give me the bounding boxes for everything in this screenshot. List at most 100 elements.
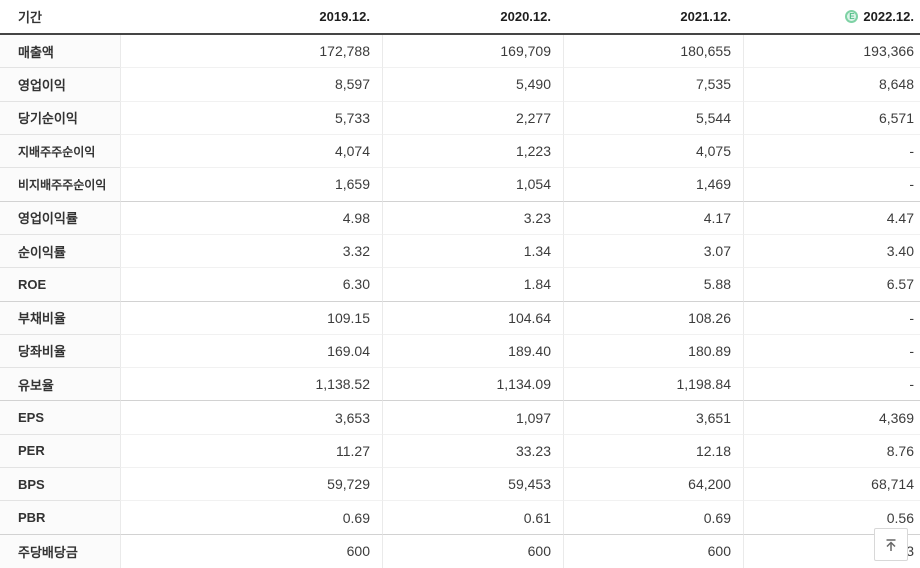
cell-value: - [743, 334, 920, 369]
table-header-row: 기간 2019.12. 2020.12. 2021.12. E 2022.12. [0, 0, 920, 35]
cell-value: 600 [382, 534, 563, 568]
cell-value: 600 [120, 534, 382, 568]
cell-value: 3,653 [120, 401, 382, 435]
cell-value: 59,453 [382, 468, 563, 502]
row-label: 순이익률 [0, 234, 120, 269]
row-label: EPS [0, 401, 120, 435]
col-header-2021: 2021.12. [563, 0, 743, 33]
row-label: 영업이익률 [0, 201, 120, 235]
row-label: 유보율 [0, 368, 120, 402]
cell-value: 109.15 [120, 301, 382, 335]
cell-value: 0.69 [120, 501, 382, 535]
cell-value: 5,733 [120, 101, 382, 135]
row-label: 당기순이익 [0, 101, 120, 135]
cell-value: 180,655 [563, 35, 743, 69]
cell-value: 1,054 [382, 168, 563, 202]
cell-value: 59,729 [120, 468, 382, 502]
cell-value: 169,709 [382, 35, 563, 69]
estimate-icon: E [845, 10, 859, 23]
cell-value: 0.61 [382, 501, 563, 535]
cell-value: - [743, 134, 920, 169]
cell-value: 3,651 [563, 401, 743, 435]
cell-value: 6.30 [120, 268, 382, 302]
row-label: 비지배주주순이익 [0, 168, 120, 202]
scroll-to-top-button[interactable] [874, 528, 908, 561]
cell-value: 5,544 [563, 101, 743, 135]
cell-value: 0.56 [743, 501, 920, 535]
cell-value: 1,469 [563, 168, 743, 202]
cell-value: 64,200 [563, 468, 743, 502]
cell-value: 4.17 [563, 201, 743, 235]
cell-value: 8,648 [743, 68, 920, 102]
table-row-noncontrolling-net-income: 비지배주주순이익 1,659 1,054 1,469 - [0, 168, 920, 202]
cell-value: 5,490 [382, 68, 563, 102]
table-row-reserve-ratio: 유보율 1,138.52 1,134.09 1,198.84 - [0, 368, 920, 402]
cell-value: 1,198.84 [563, 368, 743, 402]
row-label: 영업이익 [0, 68, 120, 102]
cell-value: 5.88 [563, 268, 743, 302]
cell-value: 4,074 [120, 134, 382, 169]
cell-value: 0.69 [563, 501, 743, 535]
cell-value: - [743, 368, 920, 402]
cell-value: 1,223 [382, 134, 563, 169]
table-row-net-income: 당기순이익 5,733 2,277 5,544 6,571 [0, 101, 920, 135]
table-row-dividend-per-share: 주당배당금 600 600 600 3 [0, 534, 920, 568]
row-label: PBR [0, 501, 120, 535]
cell-value: 8,597 [120, 68, 382, 102]
table-row-quick-ratio: 당좌비율 169.04 189.40 180.89 - [0, 334, 920, 369]
table-row-pbr: PBR 0.69 0.61 0.69 0.56 [0, 501, 920, 535]
row-label: 주당배당금 [0, 534, 120, 568]
cell-value: 1,097 [382, 401, 563, 435]
table-row-revenue: 매출액 172,788 169,709 180,655 193,366 [0, 35, 920, 69]
cell-value: 600 [563, 534, 743, 568]
cell-value: 8.76 [743, 434, 920, 469]
cell-value: 4.47 [743, 201, 920, 235]
cell-value: 2,277 [382, 101, 563, 135]
table-row-operating-margin: 영업이익률 4.98 3.23 4.17 4.47 [0, 201, 920, 235]
cell-value: 4.98 [120, 201, 382, 235]
scroll-to-top-icon [883, 537, 899, 553]
row-label: 지배주주순이익 [0, 134, 120, 169]
cell-value: 1,659 [120, 168, 382, 202]
cell-value: - [743, 168, 920, 202]
cell-value: 1.34 [382, 234, 563, 269]
col-header-2022-estimate: E 2022.12. [743, 0, 920, 33]
cell-value: 3.07 [563, 234, 743, 269]
cell-value: 4,075 [563, 134, 743, 169]
row-label: PER [0, 434, 120, 469]
row-label: 매출액 [0, 35, 120, 69]
row-label: 부채비율 [0, 301, 120, 335]
col-header-2019: 2019.12. [120, 0, 382, 33]
table-row-bps: BPS 59,729 59,453 64,200 68,714 [0, 468, 920, 502]
cell-value: 189.40 [382, 334, 563, 369]
cell-value: 193,366 [743, 35, 920, 69]
cell-value: 169.04 [120, 334, 382, 369]
table-row-net-margin: 순이익률 3.32 1.34 3.07 3.40 [0, 234, 920, 269]
cell-value: 6,571 [743, 101, 920, 135]
row-label: BPS [0, 468, 120, 502]
cell-value: 1.84 [382, 268, 563, 302]
table-row-debt-ratio: 부채비율 109.15 104.64 108.26 - [0, 301, 920, 335]
cell-value: 4,369 [743, 401, 920, 435]
col-header-2020: 2020.12. [382, 0, 563, 33]
table-row-operating-profit: 영업이익 8,597 5,490 7,535 8,648 [0, 68, 920, 102]
cell-value: 104.64 [382, 301, 563, 335]
cell-value: 12.18 [563, 434, 743, 469]
cell-value: 172,788 [120, 35, 382, 69]
cell-value: - [743, 301, 920, 335]
cell-value: 1,134.09 [382, 368, 563, 402]
col-header-2022-label: 2022.12. [863, 9, 914, 24]
table-row-controlling-net-income: 지배주주순이익 4,074 1,223 4,075 - [0, 134, 920, 169]
cell-value: 180.89 [563, 334, 743, 369]
cell-value: 7,535 [563, 68, 743, 102]
cell-value: 1,138.52 [120, 368, 382, 402]
table-row-eps: EPS 3,653 1,097 3,651 4,369 [0, 401, 920, 435]
period-header: 기간 [0, 0, 120, 33]
cell-value: 33.23 [382, 434, 563, 469]
cell-value: 68,714 [743, 468, 920, 502]
cell-value: 6.57 [743, 268, 920, 302]
table-row-roe: ROE 6.30 1.84 5.88 6.57 [0, 268, 920, 302]
cell-value: 3.32 [120, 234, 382, 269]
